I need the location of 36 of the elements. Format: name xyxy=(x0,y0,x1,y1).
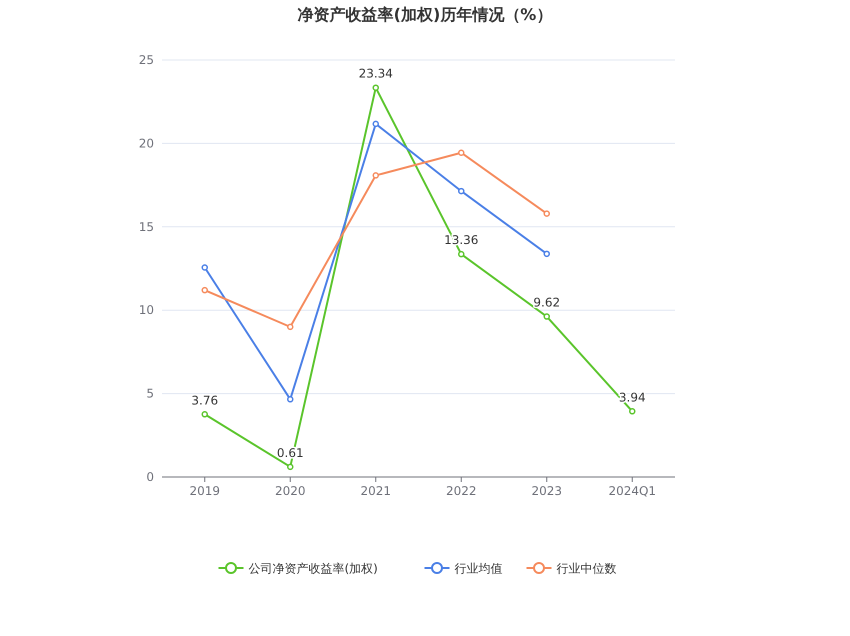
point xyxy=(544,313,550,320)
y-tick-label: 25 xyxy=(138,53,154,67)
point xyxy=(544,210,550,217)
chart-title: 净资产收益率(加权)历年情况（%） xyxy=(298,5,552,24)
legend-label: 公司净资产收益率(加权) xyxy=(248,562,378,576)
x-tick-label: 2020 xyxy=(274,484,306,498)
point xyxy=(372,172,379,179)
point xyxy=(287,324,294,330)
y-tick-label: 0 xyxy=(146,470,154,484)
point xyxy=(287,464,294,470)
point xyxy=(372,120,379,128)
legend-label: 行业中位数 xyxy=(556,562,616,576)
y-tick-label: 5 xyxy=(146,386,154,401)
point xyxy=(287,396,294,403)
point xyxy=(372,84,379,91)
x-tick-label: 2021 xyxy=(360,484,392,498)
point xyxy=(458,250,464,258)
data-label: 23.34 xyxy=(358,66,393,81)
data-label: 3.76 xyxy=(191,393,218,408)
point xyxy=(202,264,208,271)
x-tick-label: 2022 xyxy=(446,484,477,498)
point xyxy=(202,286,208,294)
x-tick-label: 2024Q1 xyxy=(608,484,656,498)
x-tick-label: 2023 xyxy=(531,484,562,498)
point xyxy=(629,408,636,415)
data-label: 9.62 xyxy=(533,296,560,310)
point xyxy=(458,149,464,156)
y-tick-label: 10 xyxy=(138,303,154,318)
point xyxy=(544,250,550,258)
data-label: 3.94 xyxy=(618,390,646,404)
legend-label: 行业均值 xyxy=(454,562,502,576)
x-tick-label: 2019 xyxy=(189,484,220,498)
point xyxy=(458,188,464,194)
y-tick-label: 20 xyxy=(138,136,154,150)
point xyxy=(202,411,208,418)
y-tick-label: 15 xyxy=(138,220,154,234)
